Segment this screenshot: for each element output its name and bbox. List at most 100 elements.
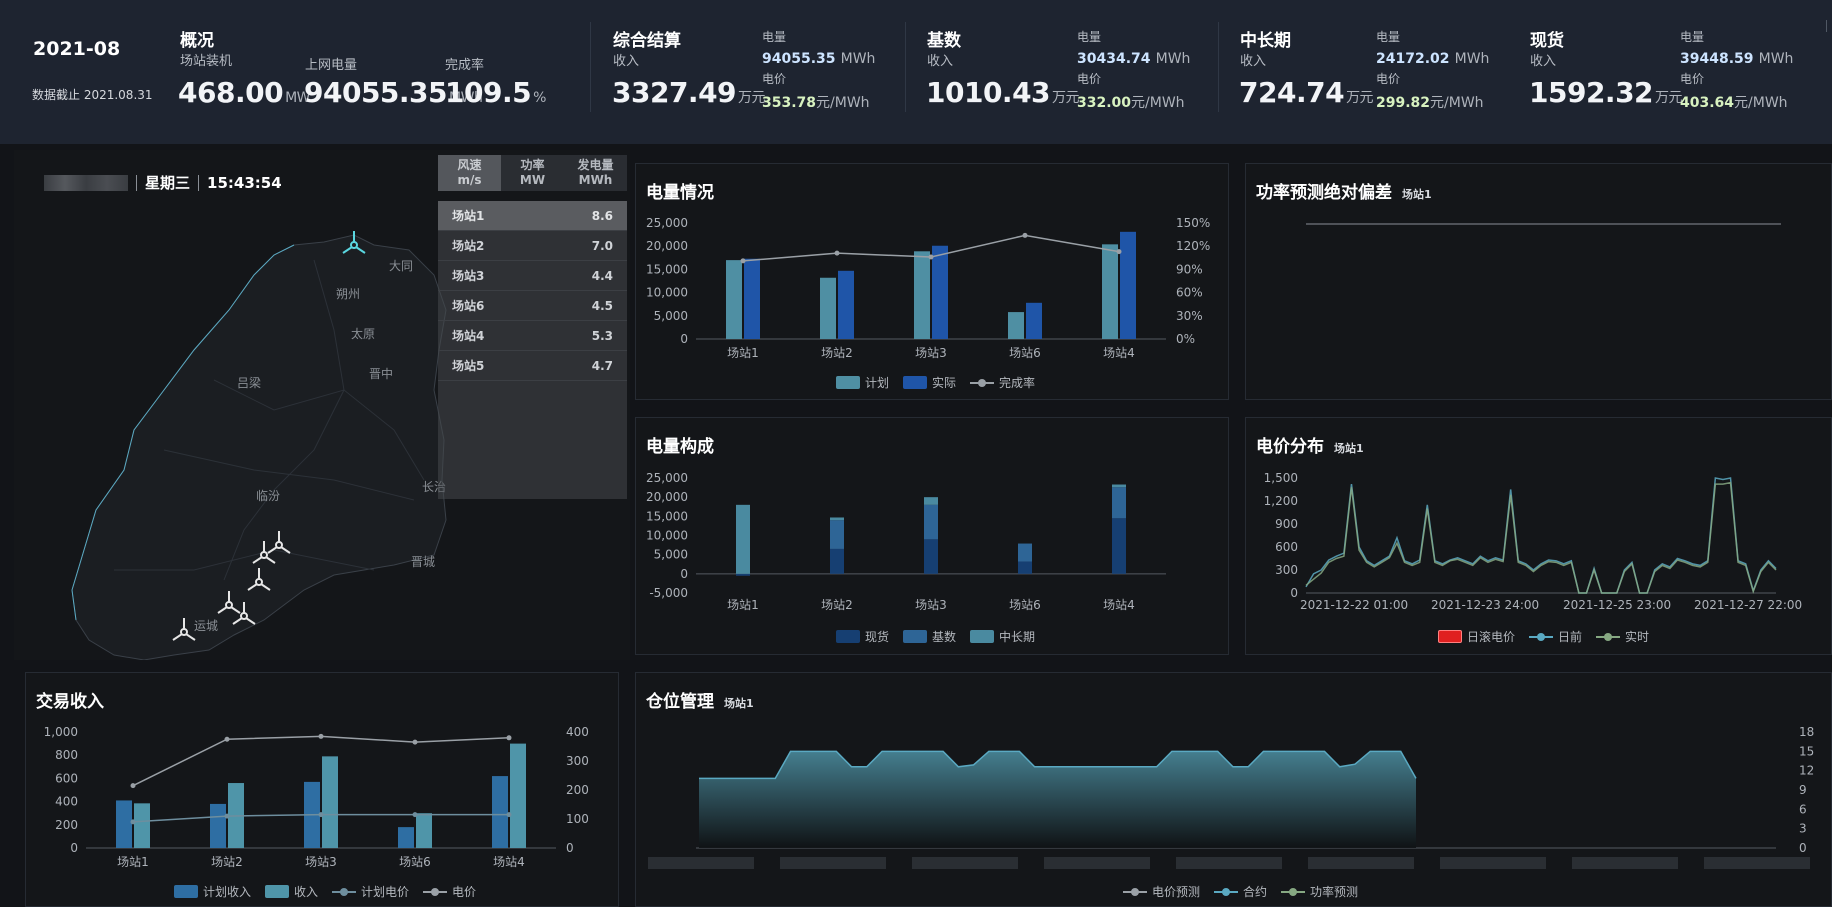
legend-item[interactable]: 实际 [903,374,956,391]
y-tick-label: 9 [1799,783,1807,797]
spot-price-value: 403.64 [1680,95,1735,111]
legend-label: 合约 [1243,885,1268,899]
panel-title: 仓位管理 场站1 [646,687,754,712]
turbine-icon[interactable] [217,591,241,614]
bar [744,258,760,339]
station-name: 场站1 [452,209,485,223]
list-item[interactable]: 场站1 8.6 [438,201,627,231]
turbine-icon[interactable] [342,231,366,254]
list-item[interactable]: 场站2 7.0 [438,231,627,261]
y2-tick-label: 150% [1176,216,1210,230]
position-chart[interactable]: 18 15 12 9 6 3 0 [636,673,1831,907]
turbine-icon[interactable] [172,618,196,641]
composition-chart[interactable]: 25,000 20,000 15,000 10,000 5,000 0 -5,000 场站1 场… [636,418,1228,654]
base-title: 基数 [927,31,961,51]
price-point [506,812,512,818]
turbine-icon[interactable] [232,602,256,625]
settlement-income-value: 3327.49 [612,76,737,109]
settlement-energy-value: 94055.35 [762,51,836,67]
x-tick-label: 场站2 [821,598,853,612]
tab-generation[interactable]: 发电量 MWh [564,155,627,191]
price-point [224,813,230,819]
bar [1102,244,1118,339]
legend-item[interactable]: 合约 [1214,883,1267,900]
list-item[interactable]: 场站5 4.7 [438,351,627,381]
legend-item[interactable]: 完成率 [970,374,1035,391]
x-label-redacted [1176,857,1282,869]
legend-item[interactable]: 收入 [265,883,318,900]
legend-item[interactable]: 计划收入 [174,883,251,900]
station-selector[interactable]: 场站1 [1334,442,1364,455]
rate-point [740,258,746,264]
station-selector[interactable]: 场站1 [724,697,754,710]
midlong-income: 724.74 万元 [1239,76,1374,109]
legend-item[interactable]: 现货 [836,628,889,645]
turbine-icon[interactable] [247,568,271,591]
tab-label: 功率 [520,158,545,172]
y-tick-label: 200 [55,818,78,832]
x-tick-label: 场站2 [821,346,853,360]
y2-tick-label: 30% [1176,309,1203,323]
tab-unit: m/s [457,173,482,187]
panel-title-text: 功率预测绝对偏差 [1256,183,1392,203]
list-item[interactable]: 场站4 5.3 [438,321,627,351]
rate-point [1116,249,1122,255]
midlong-energy-value: 24172.02 [1376,51,1450,67]
legend-item[interactable]: 实时 [1596,628,1649,645]
settlement-price-value: 353.78 [762,95,817,111]
bar [820,277,836,339]
station-value: 7.0 [591,238,613,253]
bar [914,251,930,339]
turbine-icon[interactable] [267,531,291,554]
legend-item[interactable]: 日前 [1529,628,1582,645]
turbine-icon[interactable] [252,541,276,564]
deviation-chart[interactable] [1246,164,1831,399]
spot-energy-unit: MWh [1758,51,1794,67]
base-energy: 30434.74 MWh [1077,48,1190,67]
province-map[interactable]: 大同 朔州 太原 晋中 吕梁 临汾 长治 晋城 运城 [14,150,630,660]
legend-item[interactable]: 电价 [423,883,476,900]
legend-item[interactable]: 计划 [836,374,889,391]
settlement-price-label: 电价 [762,72,787,86]
legend-item[interactable]: 计划电价 [332,883,409,900]
scroll-indicator[interactable] [1826,20,1827,32]
legend-swatch [970,630,995,643]
y-tick-label: 0 [680,332,688,346]
legend-item[interactable]: 电价预测 [1123,883,1200,900]
legend-item[interactable]: 日滚电价 [1438,628,1515,645]
legend-item[interactable]: 中长期 [970,628,1035,645]
tab-power[interactable]: 功率 MW [501,155,564,191]
divider [590,22,591,112]
legend-item[interactable]: 功率预测 [1281,883,1358,900]
tab-wind-speed[interactable]: 风速 m/s [438,155,501,191]
list-item[interactable]: 场站3 4.4 [438,261,627,291]
grid-energy-label: 上网电量 [305,58,358,73]
month-label[interactable]: 2021-08 [33,38,121,60]
y-tick-label: 20,000 [646,490,688,504]
y-tick-label: -5,000 [649,586,688,600]
legend-label: 收入 [294,885,319,899]
city-labels: 大同 朔州 太原 晋中 吕梁 临汾 长治 晋城 运城 [194,259,446,633]
station-selector[interactable]: 场站1 [1402,188,1432,201]
y2-tick-label: 0% [1176,332,1195,346]
legend-item[interactable]: 基数 [903,628,956,645]
base-income: 1010.43 万元 [926,76,1080,109]
chart-legend: 计划 实际 完成率 [836,374,1035,391]
y2-tick-label: 120% [1176,239,1210,253]
settlement-income: 3327.49 万元 [612,76,766,109]
divider [1218,22,1219,112]
time: 15:43:54 [207,173,282,192]
energy-chart[interactable]: 25,000 20,000 15,000 10,000 5,000 0 150% 120% 90… [636,164,1228,399]
bar [416,813,432,848]
y-tick-label: 0 [70,841,78,855]
legend-line-icon [1123,887,1147,896]
list-item[interactable]: 场站6 4.5 [438,291,627,321]
composition-panel: 电量构成 25,000 20,000 15,000 10,000 5,000 0 -5,00… [635,417,1229,655]
spot-price-unit: 元/MWh [1734,95,1788,111]
trade-chart[interactable]: 1,000 800 600 400 200 0 400 300 200 100 0 场站1 场站2 场站3… [26,673,618,907]
base-income-unit: 万元 [1052,90,1080,106]
y-tick-label: 5,000 [654,309,688,323]
legend-line-icon [1596,632,1621,641]
grid-energy-unit: MWh [449,90,483,106]
